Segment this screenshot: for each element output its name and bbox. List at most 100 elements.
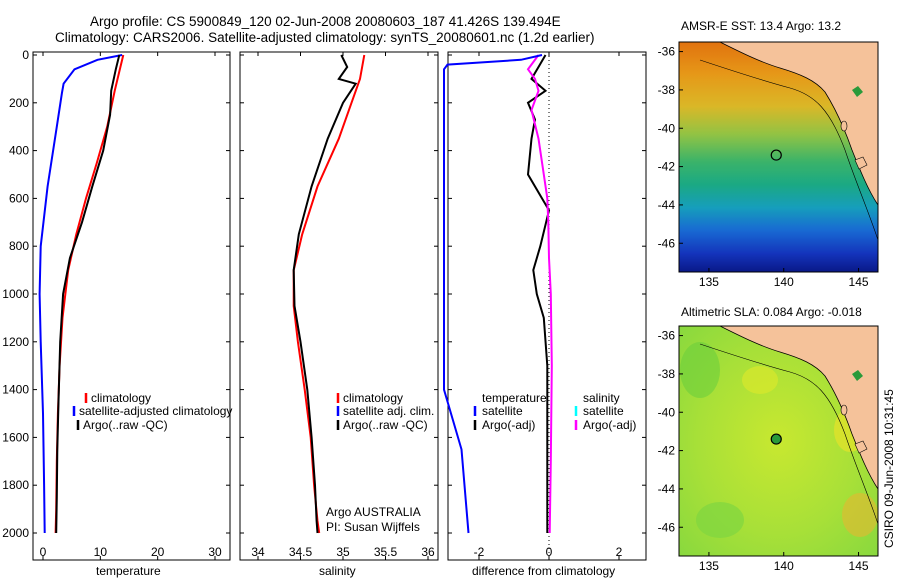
- sst-land: [719, 42, 878, 206]
- depth-axis: 0 200 400 600 800 1000 1200 1400 1600 1800 2000: [2, 48, 29, 540]
- legend-label-satellite-adj: satellite adj. clim.: [343, 404, 434, 418]
- series-line-temperature-satellite: [443, 54, 543, 534]
- difference-panel: -2 0 2 difference from climatology tempera…: [443, 51, 647, 578]
- salinity-profiles: [292, 54, 366, 534]
- sst-island-tas: [854, 156, 868, 170]
- legend-label-argo: Argo(..raw -QC): [83, 418, 168, 432]
- legend-label-climatology: climatology: [91, 391, 151, 405]
- pi-note: PI: Susan Wijffels: [326, 520, 420, 534]
- sst-map-axes: 135 140 145 -36 -38 -40 -42 -44 -46: [658, 45, 869, 289]
- x-tick-label: 36: [421, 545, 435, 559]
- map-x-tick-label: 140: [774, 559, 794, 573]
- csiro-timestamp: CSIRO 09-Jun-2008 10:31:45: [882, 389, 896, 548]
- x-tick-label: 35: [336, 545, 350, 559]
- sla-high-patch: [742, 366, 778, 394]
- difference-x-axis: -2 0 2: [448, 52, 646, 560]
- depth-tick-label: 600: [9, 191, 29, 205]
- map-x-tick-label: 135: [699, 275, 719, 289]
- salinity-x-axis: 34 34.5 35 35.5 36: [240, 52, 438, 560]
- map-y-tick-label: -42: [658, 444, 676, 458]
- legend-label-sal-argo: Argo(-adj): [583, 418, 636, 432]
- series-line-temperature-argo-adj-: [526, 54, 551, 533]
- x-tick-label: -2: [474, 545, 485, 559]
- sla-map-axes: 135 140 145 -36 -38 -40 -42 -44 -46: [658, 329, 869, 573]
- x-tick-label: 30: [208, 545, 222, 559]
- legend-label-satellite-adjusted: satellite-adjusted climatology: [79, 404, 232, 418]
- difference-profiles: [443, 54, 553, 534]
- sla-land: [719, 326, 878, 490]
- temperature-legend: climatology satellite-adjusted climatolo…: [72, 391, 232, 432]
- depth-tick-label: 1400: [2, 383, 29, 397]
- depth-tick-label: 400: [9, 144, 29, 158]
- depth-tick-label: 200: [9, 96, 29, 110]
- sla-high-patch: [842, 493, 878, 537]
- sst-shelf-contour: [699, 59, 878, 241]
- depth-tick-label: 0: [22, 48, 29, 62]
- sst-argo-marker: [770, 149, 782, 161]
- salinity-xlabel: salinity: [319, 564, 356, 578]
- series-line-argo-raw-qc-: [292, 54, 358, 534]
- x-tick-label: 34.5: [289, 545, 313, 559]
- sst-island: [852, 86, 863, 97]
- temperature-profiles: [38, 54, 125, 534]
- x-tick-label: 0: [546, 545, 553, 559]
- sst-map-title: AMSR-E SST: 13.4 Argo: 13.2: [681, 19, 841, 33]
- temperature-axes-frame: [32, 51, 231, 561]
- sst-map-frame: [678, 41, 879, 273]
- salinity-panel: 34 34.5 35 35.5 36 salinity climatology sate…: [239, 51, 439, 578]
- legend-label-argo: Argo(..raw -QC): [343, 418, 428, 432]
- map-y-tick-label: -44: [658, 482, 676, 496]
- sla-argo-marker: [770, 433, 782, 445]
- map-y-tick-label: -46: [658, 520, 676, 534]
- map-y-tick-label: -36: [658, 329, 676, 343]
- depth-tick-label: 1000: [2, 287, 29, 301]
- header-line-1: Argo profile: CS 5900849_120 02-Jun-2008…: [90, 14, 561, 29]
- x-tick-label: 34: [251, 545, 265, 559]
- depth-tick-label: 800: [9, 239, 29, 253]
- argo-australia-note: Argo AUSTRALIA: [326, 505, 421, 519]
- sla-shelf-contour: [699, 343, 878, 525]
- map-y-tick-label: -38: [658, 367, 676, 381]
- series-line-salinity-argo-adj-: [526, 54, 553, 534]
- series-line-climatology: [292, 54, 366, 534]
- sla-map: Altimetric SLA: 0.084 Argo: -0.018 135 14…: [658, 305, 879, 573]
- legend-heading-temperature: temperature: [482, 391, 547, 405]
- header: Argo profile: CS 5900849_120 02-Jun-2008…: [55, 14, 595, 45]
- map-x-tick-label: 145: [849, 275, 869, 289]
- map-y-tick-label: -38: [658, 83, 676, 97]
- sla-island-tas: [854, 440, 868, 454]
- map-y-tick-label: -36: [658, 45, 676, 59]
- map-y-tick-label: -44: [658, 198, 676, 212]
- sla-map-title: Altimetric SLA: 0.084 Argo: -0.018: [681, 305, 862, 319]
- map-x-tick-label: 135: [699, 559, 719, 573]
- depth-tick-label: 1800: [2, 478, 29, 492]
- legend-label-sal-satellite: satellite: [583, 404, 624, 418]
- map-y-tick-label: -40: [658, 405, 676, 419]
- x-tick-label: 20: [151, 545, 165, 559]
- temperature-panel: 0 200 400 600 800 1000 1200 1400 1600 1800 2000 0 1…: [2, 48, 232, 578]
- depth-tick-label: 2000: [2, 526, 29, 540]
- depth-tick-label: 1600: [2, 430, 29, 444]
- difference-xlabel: difference from climatology: [472, 564, 615, 578]
- salinity-axes-frame: [239, 51, 439, 561]
- sla-island-small: [840, 404, 848, 416]
- sla-map-frame: [678, 325, 879, 557]
- temperature-x-axis: 0 10 20 30: [33, 52, 230, 560]
- map-y-tick-label: -42: [658, 160, 676, 174]
- difference-axes-frame: [447, 51, 647, 561]
- header-line-2: Climatology: CARS2006. Satellite-adjuste…: [55, 30, 595, 45]
- legend-label-climatology: climatology: [343, 391, 403, 405]
- legend-heading-salinity: salinity: [583, 391, 620, 405]
- legend-label-temp-satellite: satellite: [482, 404, 523, 418]
- x-tick-label: 35.5: [374, 545, 398, 559]
- map-x-tick-label: 140: [774, 275, 794, 289]
- sla-low-patch: [696, 502, 744, 538]
- map-y-tick-label: -46: [658, 236, 676, 250]
- series-line-climatology: [54, 54, 125, 534]
- x-tick-label: 0: [40, 545, 47, 559]
- x-tick-label: 2: [616, 545, 623, 559]
- map-y-tick-label: -40: [658, 121, 676, 135]
- map-x-tick-label: 145: [849, 559, 869, 573]
- sst-island-small: [840, 120, 848, 132]
